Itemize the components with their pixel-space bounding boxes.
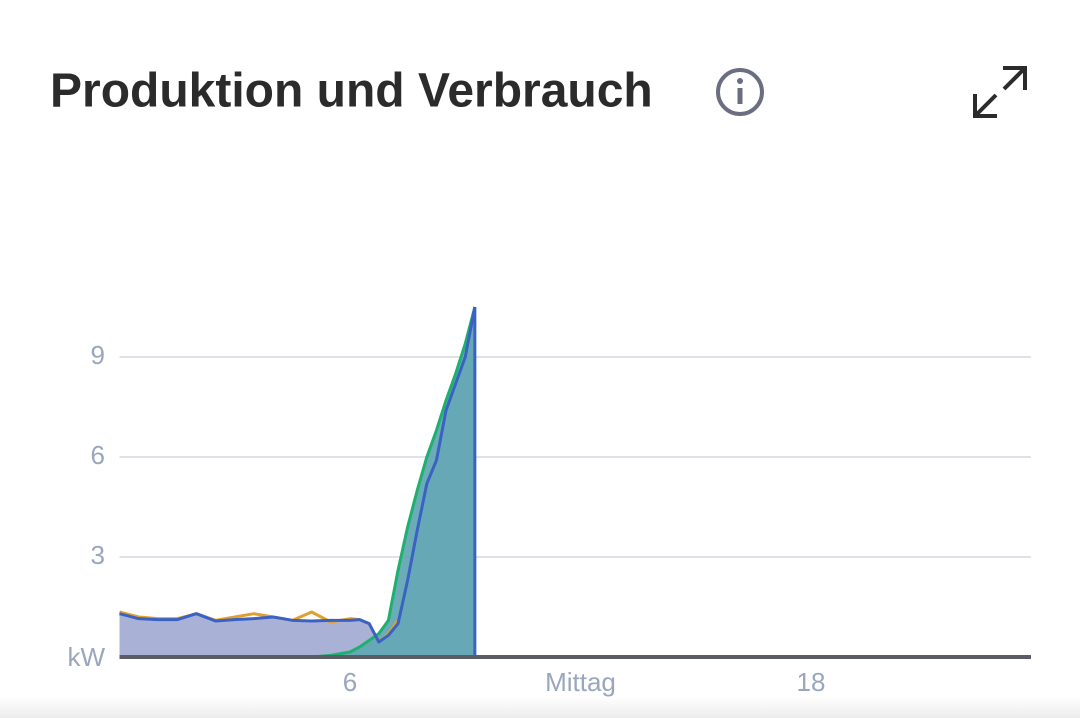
- x-tick-label: Mittag: [545, 667, 616, 697]
- expand-icon[interactable]: [973, 66, 1027, 118]
- card-shadow: [0, 696, 1080, 718]
- y-tick-label: 6: [91, 440, 105, 470]
- plot: kW 3 6 9 6 Mittag 18: [67, 306, 1031, 697]
- y-tick-label: 9: [91, 340, 105, 370]
- x-tick-label: 18: [797, 667, 826, 697]
- series-line: [119, 306, 477, 644]
- y-tick-label: 3: [91, 540, 105, 570]
- y-tick-label: kW: [67, 642, 105, 672]
- card-title: Produktion und Verbrauch: [50, 65, 653, 118]
- x-tick-label: 6: [343, 667, 357, 697]
- info-icon[interactable]: [716, 68, 764, 116]
- area-fill: [119, 307, 475, 657]
